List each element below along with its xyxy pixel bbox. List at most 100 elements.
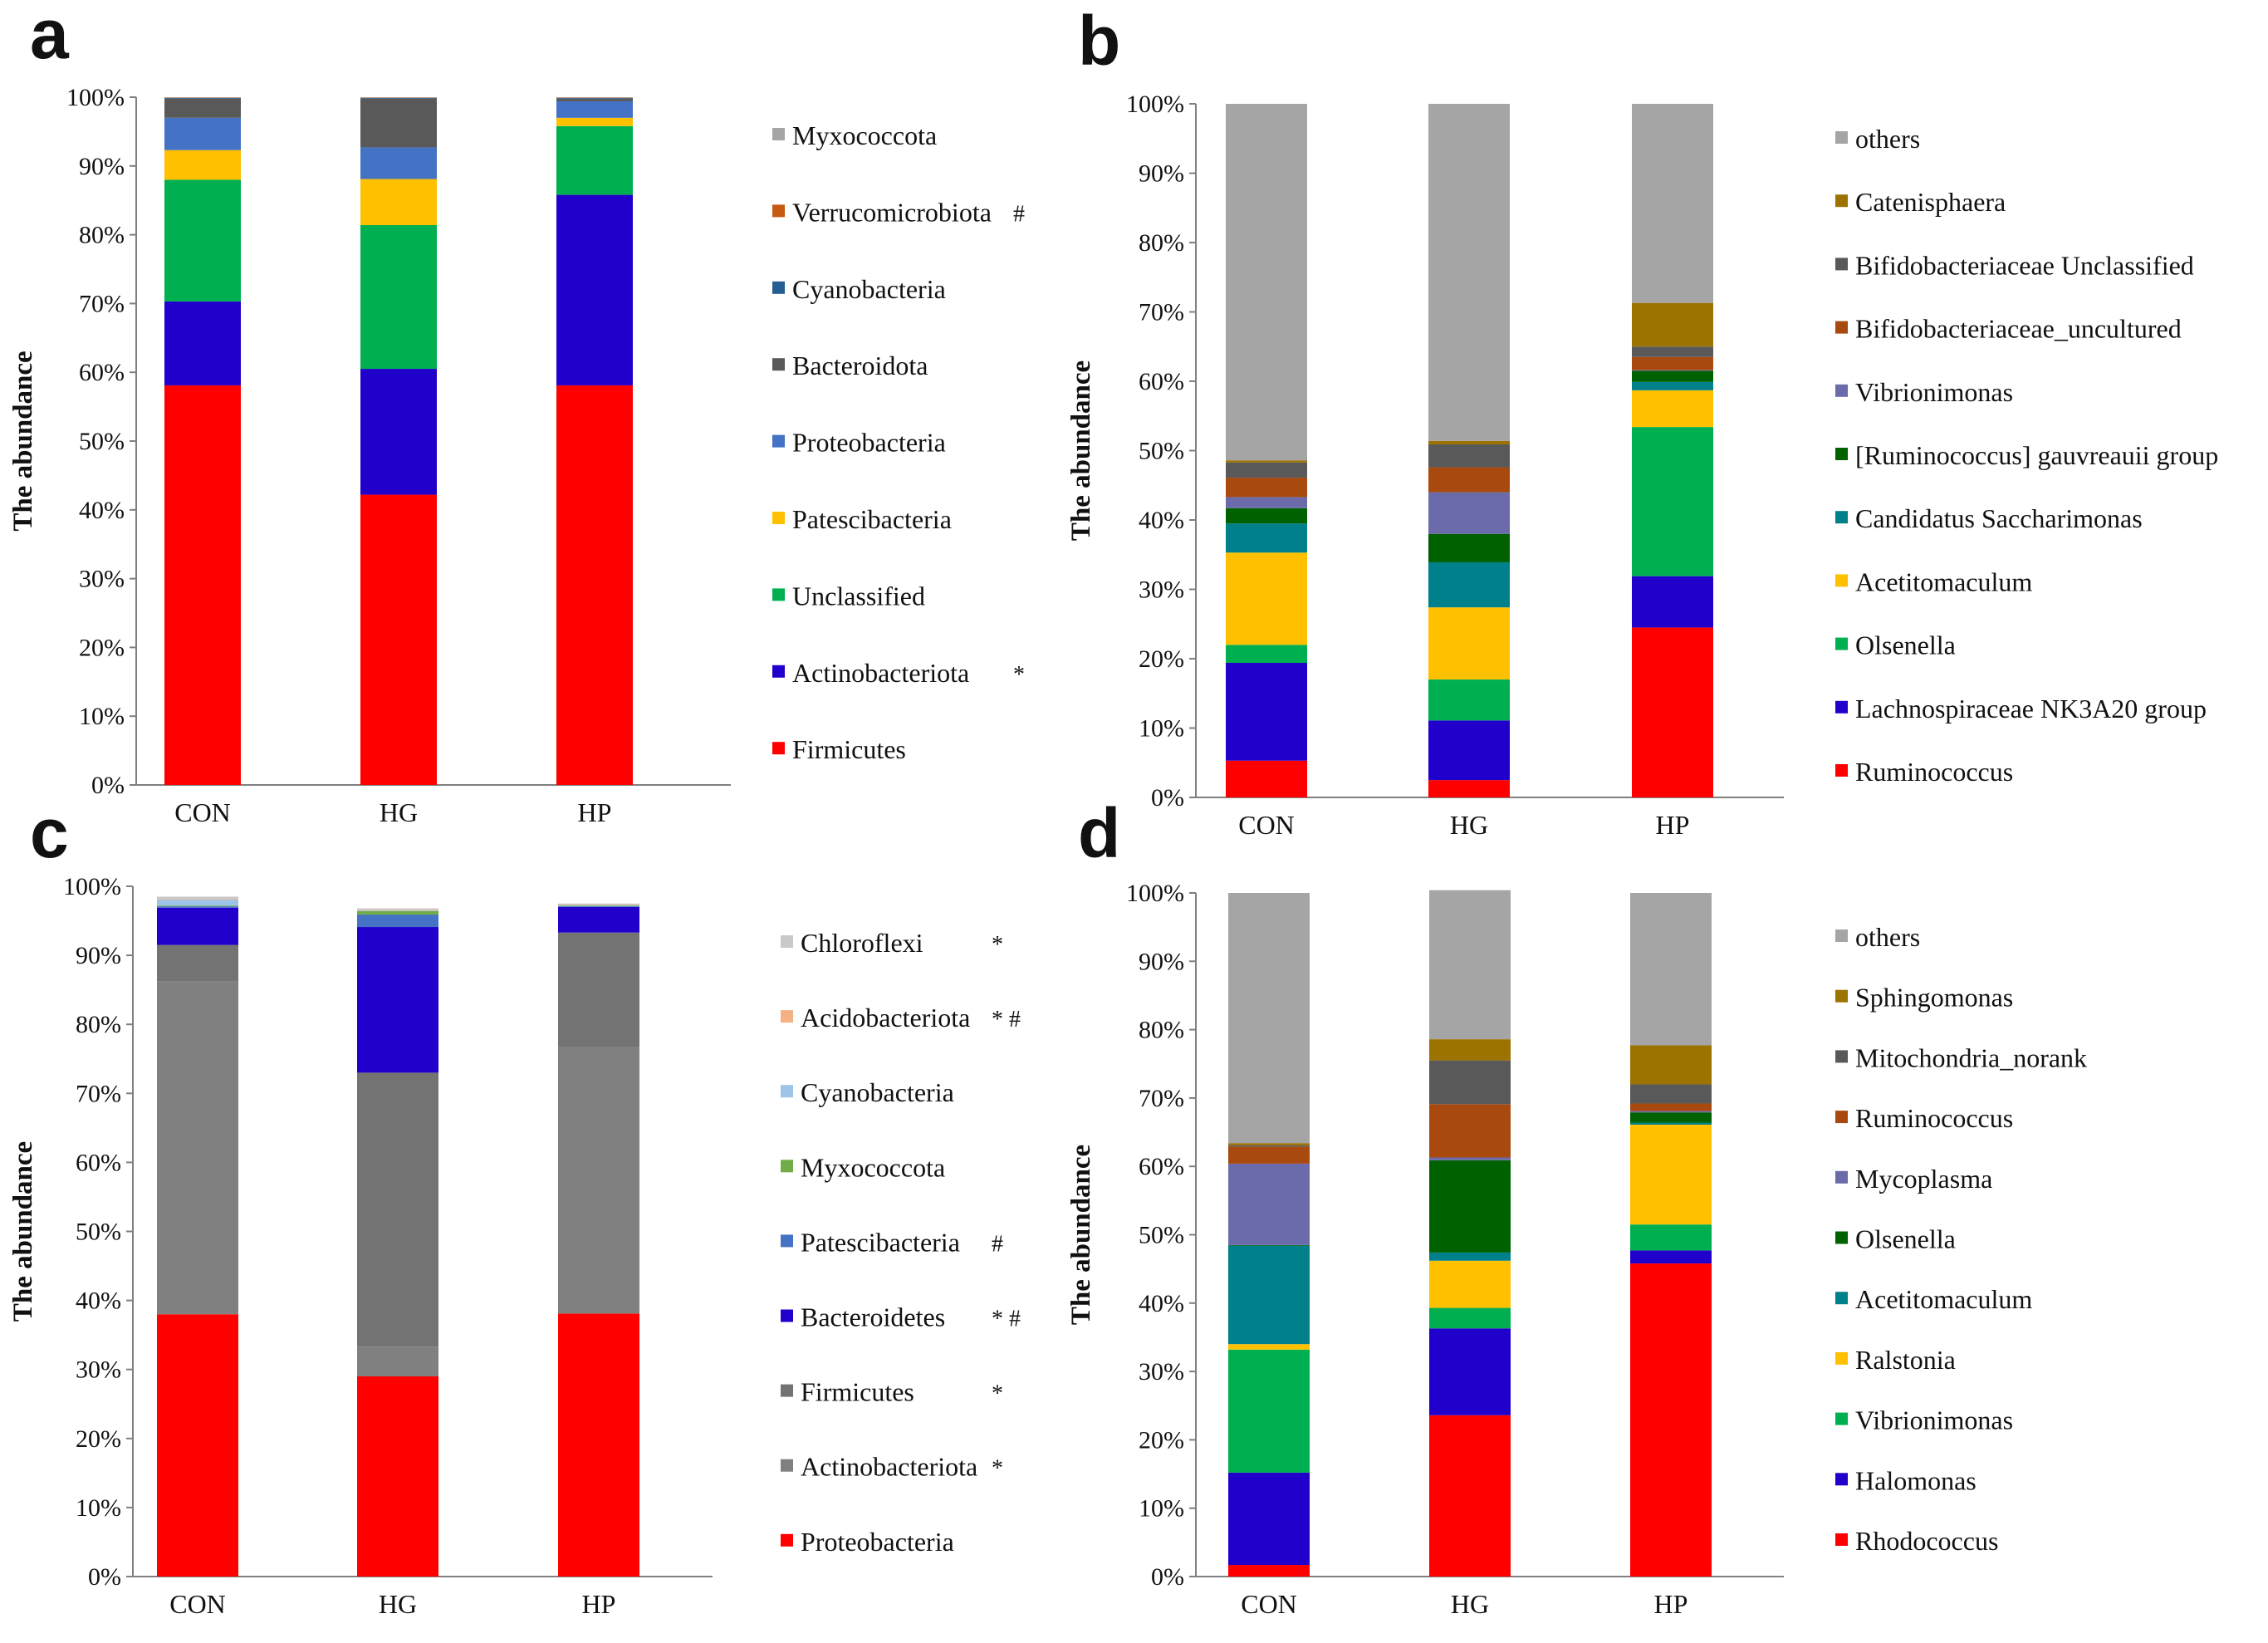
panel-c-bar-hp-patescibacteria xyxy=(558,906,639,907)
legend-label: Mycoplasma xyxy=(1855,1164,1992,1194)
legend-item-vibrionimonas: Vibrionimonas xyxy=(1835,377,2013,407)
panel-b-x-label-con: CON xyxy=(1238,810,1295,840)
legend-swatch xyxy=(1835,1111,1848,1124)
panel-c-bar-con-acidobacteriota xyxy=(157,898,238,900)
legend-label: Candidatus Saccharimonas xyxy=(1855,503,2143,533)
panel-d-bar-hg-others xyxy=(1429,890,1511,1040)
legend-item-proteobacteria: Proteobacteria xyxy=(781,1527,954,1557)
panel-c: c 0% 10% 20% 30% 40% 50% 60% 70% 80% 90% 100% The ab… xyxy=(8,794,1021,1619)
panel-d-letter: d xyxy=(1078,794,1120,872)
legend-item-patescibacteria: Patescibacteria # xyxy=(781,1227,1003,1257)
panel-b-bar-hp-acetitomaculum xyxy=(1632,390,1713,428)
legend-swatch xyxy=(1835,384,1848,397)
panel-d-bar-hp-rhodococcus xyxy=(1630,1263,1712,1577)
legend-item-others: others xyxy=(1835,922,1920,952)
legend-item-sphingomonas: Sphingomonas xyxy=(1835,983,2013,1013)
legend-item-mycoplasma: Mycoplasma xyxy=(1835,1164,1992,1194)
panel-b-bar-con-ruminococcus-gauvreauii-group xyxy=(1226,508,1307,524)
panel-c-bar-con-chloroflexi xyxy=(157,896,238,899)
panel-c-y-tick-label: 60% xyxy=(76,1149,121,1176)
panel-a-y-tick-label: 30% xyxy=(79,566,125,593)
legend-item-bacteroidota: Bacteroidota xyxy=(772,351,928,380)
legend-swatch xyxy=(781,1085,793,1098)
panel-a-bar-hg-bacteroidota xyxy=(360,98,437,148)
panel-c-bar-con-patescibacteria xyxy=(157,906,238,908)
panel-b-bar-hg-olsenella xyxy=(1428,679,1510,721)
panel-a-bar-hg-unclassified xyxy=(360,225,437,370)
legend-label: Lachnospiraceae NK3A20 group xyxy=(1855,694,2207,723)
panel-a-x-label-hp: HP xyxy=(578,797,612,827)
panel-d-bar-con-ruminococcus xyxy=(1228,1146,1310,1164)
legend-label: Olsenella xyxy=(1855,630,1956,660)
panel-b-bar-hp-olsenella xyxy=(1632,427,1713,576)
legend-label: Actinobacteriota xyxy=(792,658,969,688)
panel-b-bar-hp-candidatus-saccharimonas xyxy=(1632,381,1713,390)
legend-swatch xyxy=(1835,1533,1848,1546)
panel-c-y-tick-label: 80% xyxy=(76,1011,121,1038)
panel-b-bar-con-catenisphaera xyxy=(1226,460,1307,463)
panel-b: b 0% 10% 20% 30% 40% 50% 60% 70% 80% 90% 100% The ab… xyxy=(1066,2,2218,840)
panel-b-bar-hp-bifidobacteriaceae-unclassified xyxy=(1632,346,1713,357)
panel-c-letter: c xyxy=(30,794,69,872)
legend-significance-mark: # xyxy=(1013,201,1025,227)
panel-d-legend: others Sphingomonas Mitochondria_norank Rum… xyxy=(1835,922,2087,1556)
legend-label: Bacteroidota xyxy=(792,351,928,380)
legend-item-actinobacteriota: Actinobacteriota * xyxy=(781,1452,1003,1482)
panel-c-y-tick-label: 90% xyxy=(76,942,121,969)
panel-d-y-tick-label: 50% xyxy=(1139,1222,1184,1249)
panel-d-x-label-con: CON xyxy=(1241,1589,1297,1619)
panel-b-bar-hg-ruminococcus-gauvreauii-group xyxy=(1428,533,1510,562)
panel-d-y-axis-title: The abundance xyxy=(1066,1145,1096,1325)
legend-label: Firmicutes xyxy=(792,734,906,764)
legend-significance-mark: * xyxy=(992,932,1003,958)
panel-d-bar-hg-ralstonia xyxy=(1429,1260,1511,1308)
legend-label: Acidobacteriota xyxy=(801,1003,970,1032)
panel-a-bar-hp-actinobacteriota xyxy=(556,194,633,385)
legend-item-unclassified: Unclassified xyxy=(772,581,925,611)
legend-label: Rhodococcus xyxy=(1855,1526,1998,1556)
legend-label: Myxococcota xyxy=(801,1152,945,1182)
panel-d-bar-hp-vibrionimonas xyxy=(1630,1224,1712,1251)
legend-swatch xyxy=(1835,1351,1848,1365)
panel-c-bar-hp-bacteroidetes xyxy=(558,906,639,933)
legend-item-bifidobacteriaceae-uncultured: Bifidobacteriaceae_uncultured xyxy=(1835,314,2182,344)
panel-b-bar-con-bifidobacteriaceae-unclassified xyxy=(1226,462,1307,478)
legend-label: Vibrionimonas xyxy=(1855,1405,2013,1435)
legend-significance-mark: * xyxy=(992,1456,1003,1482)
panel-b-x-label-hg: HG xyxy=(1450,810,1488,840)
panel-b-x-label-hp: HP xyxy=(1656,810,1690,840)
legend-label: Patescibacteria xyxy=(792,504,952,534)
legend-swatch xyxy=(781,1010,793,1023)
legend-item-others: others xyxy=(1835,124,1920,154)
panel-b-bar-hg-bifidobacteriaceae-unclassified xyxy=(1428,444,1510,468)
panel-b-y-tick-label: 30% xyxy=(1139,576,1184,604)
panel-c-bar-hg-proteobacteria xyxy=(357,1376,438,1577)
legend-label: Mitochondria_norank xyxy=(1855,1042,2087,1072)
legend-swatch xyxy=(1835,1170,1848,1184)
legend-item-rhodococcus: Rhodococcus xyxy=(1835,1526,1998,1556)
legend-label: Bifidobacteriaceae Unclassified xyxy=(1855,250,2194,280)
panel-d-x-label-hg: HG xyxy=(1451,1589,1489,1619)
panel-b-bar-con-lachnospiraceae-nk3a20-group xyxy=(1226,663,1307,761)
legend-item-myxococcota: Myxococcota xyxy=(781,1152,945,1182)
panel-c-bar-hp-myxococcota xyxy=(558,905,639,907)
panel-d-x-label-hp: HP xyxy=(1654,1589,1688,1619)
panel-d-bar-hg-sphingomonas xyxy=(1429,1039,1511,1061)
panel-a-bar-con-unclassified xyxy=(164,179,241,302)
legend-swatch xyxy=(772,588,785,601)
legend-label: Bacteroidetes xyxy=(801,1302,945,1332)
legend-item-firmicutes: Firmicutes xyxy=(772,734,906,764)
legend-item-firmicutes: Firmicutes * xyxy=(781,1377,1003,1407)
legend-swatch xyxy=(1835,637,1848,650)
panel-d-y-tick-label: 80% xyxy=(1139,1017,1184,1044)
panel-c-x-label-hg: HG xyxy=(379,1589,417,1619)
legend-label: Catenisphaera xyxy=(1855,187,2006,217)
panel-a-y-tick-label: 0% xyxy=(91,772,125,799)
legend-label: Firmicutes xyxy=(801,1377,914,1407)
panel-a-bar-con-actinobacteriota xyxy=(164,301,241,385)
legend-significance-mark: * # xyxy=(992,1307,1021,1332)
panel-b-y-tick-label: 50% xyxy=(1139,438,1184,465)
legend-swatch xyxy=(1835,257,1848,271)
legend-label: Chloroflexi xyxy=(801,928,923,958)
panel-d-bar-hg-olsenella xyxy=(1429,1160,1511,1253)
